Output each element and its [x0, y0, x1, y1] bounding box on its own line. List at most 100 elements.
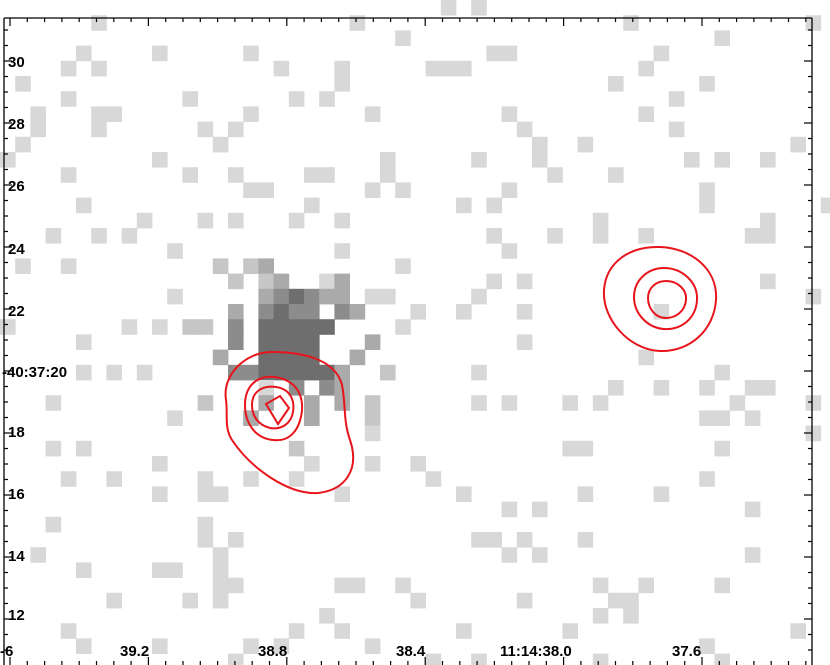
counts-pixel [273, 273, 290, 290]
counts-pixel [805, 288, 822, 305]
counts-pixel [0, 319, 16, 335]
counts-pixel [288, 364, 305, 381]
counts-pixel [212, 577, 229, 594]
counts-pixel [790, 136, 806, 153]
counts-pixel [228, 653, 244, 665]
counts-pixel [714, 152, 730, 168]
counts-pixel [152, 456, 168, 472]
counts-pixel [30, 106, 46, 122]
counts-pixel [197, 395, 214, 411]
radio-contours [224, 245, 718, 495]
x-tick-label: 11:14:38.0 [500, 643, 572, 660]
counts-pixel [258, 288, 274, 305]
counts-pixel [197, 121, 214, 138]
counts-pixel [304, 456, 320, 472]
counts-pixel [60, 60, 77, 77]
counts-pixel [592, 653, 609, 665]
counts-pixel [668, 91, 685, 107]
counts-pixel [486, 197, 502, 214]
counts-pixel [288, 471, 305, 487]
counts-pixel [532, 501, 548, 518]
counts-pixel [15, 76, 31, 92]
y-tick-label: 18 [8, 424, 25, 441]
counts-pixel [364, 395, 381, 411]
counts-pixel [304, 395, 320, 411]
counts-pixel [76, 638, 92, 654]
counts-pixel [60, 623, 77, 639]
counts-pixel [380, 152, 396, 168]
counts-pixel [76, 197, 92, 214]
counts-pixel [273, 319, 290, 335]
contour-source-b-mid [632, 266, 699, 331]
counts-pixel [760, 380, 776, 396]
counts-pixel [152, 45, 168, 62]
counts-pixel [532, 136, 548, 153]
y-tick-label: -40:37:20 [2, 364, 67, 381]
counts-pixel [258, 258, 274, 274]
counts-pixel [212, 592, 229, 609]
counts-pixel [288, 319, 305, 335]
counts-pixel [60, 258, 77, 274]
counts-pixel [714, 30, 730, 46]
counts-pixel [228, 212, 244, 229]
counts-pixel [592, 395, 609, 411]
counts-pixel [45, 440, 62, 457]
counts-pixel [516, 592, 533, 609]
counts-pixel [577, 532, 594, 548]
counts-pixel [349, 304, 366, 320]
counts-pixel [440, 60, 457, 77]
counts-pixel [608, 380, 624, 396]
counts-pixel [364, 106, 381, 122]
counts-pixel [456, 197, 472, 214]
counts-pixel [304, 304, 320, 320]
counts-pixel [805, 395, 822, 411]
counts-pixel [334, 623, 350, 639]
counts-pixel [456, 623, 472, 639]
counts-pixel [30, 121, 46, 138]
counts-pixel [501, 45, 518, 62]
contour-source-b-outer [602, 245, 718, 353]
counts-pixel [638, 228, 654, 244]
y-tick-label: 14 [8, 548, 25, 565]
counts-pixel [501, 182, 518, 198]
counts-pixel [76, 562, 92, 578]
counts-pixel [319, 167, 335, 183]
counts-pixel [288, 91, 305, 107]
counts-pixel [562, 623, 578, 639]
counts-pixel [212, 547, 229, 563]
counts-pixel [319, 319, 335, 335]
counts-pixel [699, 638, 715, 654]
counts-pixel [76, 45, 92, 62]
counts-pixel [334, 577, 350, 594]
counts-pixel [319, 364, 335, 381]
counts-pixel [228, 334, 244, 350]
counts-pixel [288, 440, 305, 457]
counts-pixel [273, 638, 290, 654]
counts-pixel [304, 319, 320, 335]
axis-ticks [4, 18, 812, 665]
counts-pixel [212, 136, 229, 153]
counts-pixel [471, 395, 487, 411]
y-tick-label: 22 [8, 303, 25, 320]
counts-pixel [288, 623, 305, 639]
counts-pixel [182, 319, 198, 335]
counts-pixel [364, 456, 381, 472]
counts-pixel [516, 121, 533, 138]
counts-pixel [501, 501, 518, 518]
counts-pixel [45, 516, 62, 533]
counts-pixel [106, 106, 122, 122]
counts-pixel [471, 653, 487, 665]
counts-pixel [197, 212, 214, 229]
counts-pixel [136, 364, 153, 381]
counts-pixel [592, 212, 609, 229]
counts-pixel [182, 592, 198, 609]
counts-pixel [653, 45, 670, 62]
counts-pixel [243, 638, 259, 654]
y-tick-label: 28 [8, 116, 25, 133]
counts-pixel [349, 15, 366, 31]
counts-pixel [243, 258, 259, 274]
x-tick-label: 37.6 [672, 643, 701, 660]
counts-pixel [380, 167, 396, 183]
counts-pixel [304, 288, 320, 305]
counts-pixel [258, 304, 274, 320]
